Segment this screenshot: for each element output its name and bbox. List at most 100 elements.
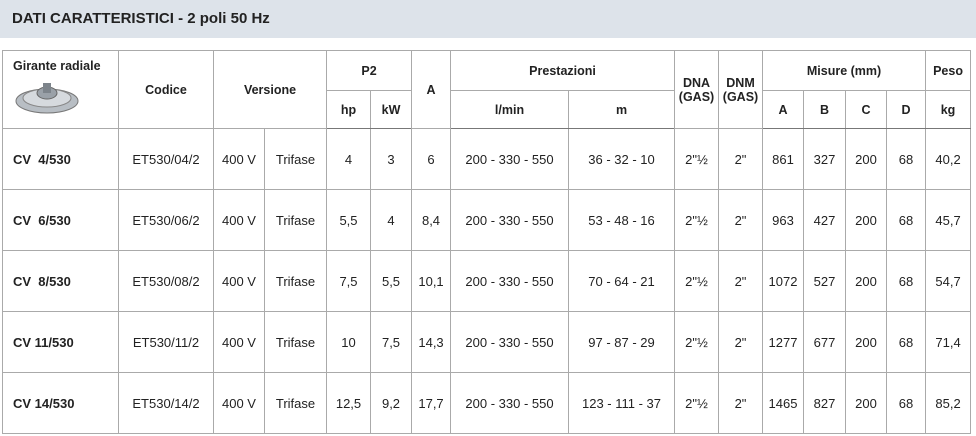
header-cell: DNM (GAS) [718,50,764,129]
cell: 2" [718,311,764,373]
cell: 10,1 [411,250,452,312]
cell: 200 [845,128,888,190]
header-cell: A [762,90,805,129]
cell: 1072 [762,250,805,312]
cell: 6 [411,128,452,190]
cell: 8,4 [411,189,452,251]
cell: Trifase [264,250,327,312]
cell: Trifase [264,372,327,434]
cell: 7,5 [369,311,413,373]
data-row: CV 8/530 ET530/08/2 400 V Trifase 7,5 5,5 10,1… [2,250,972,312]
header-row: Girante radiale Codice Versione P2 A Prestazi… [2,50,972,129]
cell: 71,4 [925,311,972,373]
cell: 200 - 330 - 550 [450,128,570,190]
cell: ET530/06/2 [118,189,214,251]
cell: 400 V [213,189,265,251]
data-row: CV 6/530 ET530/06/2 400 V Trifase 5,5 4 8,4 200… [2,189,972,251]
header-cell: kW [369,90,413,129]
cell: CV 8/530 [2,250,119,312]
cell: 40,2 [925,128,972,190]
cell: Trifase [264,311,327,373]
data-row: CV 14/530 ET530/14/2 400 V Trifase 12,5 9,2 17… [2,372,972,434]
cell: 68 [886,250,927,312]
cell: 200 [845,250,888,312]
cell: 10 [326,311,371,373]
cell: 12,5 [326,372,371,434]
header-cell: A [411,50,452,129]
cell: 963 [762,189,805,251]
header-cell: Girante radiale [2,50,119,129]
cell: 400 V [213,128,265,190]
cell: 861 [762,128,805,190]
cell: 17,7 [411,372,452,434]
cell: 200 - 330 - 550 [450,311,570,373]
header-cell: hp [326,90,371,129]
cell: 2"½ [674,128,720,190]
header-cell: m [568,90,676,129]
cell: 327 [803,128,847,190]
cell: 2"½ [674,250,720,312]
cell: 827 [803,372,847,434]
cell: 5,5 [369,250,413,312]
cell: Trifase [264,189,327,251]
cell: 2" [718,250,764,312]
cell: 400 V [213,311,265,373]
header-cell: C [845,90,888,129]
cell: Trifase [264,128,327,190]
cell: 2"½ [674,372,720,434]
cell: 4 [326,128,371,190]
cell: 54,7 [925,250,972,312]
cell: 36 - 32 - 10 [568,128,676,190]
impeller-icon [15,83,79,114]
cell: 4 [369,189,413,251]
cell: 5,5 [326,189,371,251]
header-cell: kg [925,90,972,129]
title-bar: DATI CARATTERISTICI - 2 poli 50 Hz [0,0,976,38]
header-cell: Misure (mm) [762,50,927,91]
cell: 68 [886,189,927,251]
cell: 2" [718,128,764,190]
header-cell: B [803,90,847,129]
cell: 45,7 [925,189,972,251]
header-cell: P2 [325,50,413,91]
header-cell: Versione [213,50,327,129]
data-row: CV 4/530 ET530/04/2 400 V Trifase 4 3 6 200 - 3… [2,128,972,190]
cell: 85,2 [925,372,972,434]
cell: ET530/14/2 [118,372,214,434]
cell: 2" [718,372,764,434]
cell: CV 14/530 [2,372,119,434]
title: DATI CARATTERISTICI - 2 poli 50 Hz [12,10,270,27]
header-cell: DNA (GAS) [674,50,720,129]
data-row: CV 11/530 ET530/11/2 400 V Trifase 10 7,5 14,3… [2,311,972,373]
cell: 7,5 [326,250,371,312]
spec-table: Girante radiale Codice Versione P2 A Prestazi… [2,50,972,434]
cell: 68 [886,372,927,434]
cell: 200 - 330 - 550 [450,189,570,251]
cell: CV 6/530 [2,189,119,251]
cell: 200 - 330 - 550 [450,250,570,312]
cell: CV 4/530 [2,128,119,190]
header-cell: l/min [450,90,570,129]
cell: 1277 [762,311,805,373]
cell: 9,2 [369,372,413,434]
cell: 2"½ [674,189,720,251]
cell: 3 [369,128,413,190]
cell: 97 - 87 - 29 [568,311,676,373]
cell: 123 - 111 - 37 [568,372,676,434]
cell: 427 [803,189,847,251]
cell: 400 V [213,372,265,434]
cell: 677 [803,311,847,373]
header-cell: D [886,90,927,129]
header-cell: Prestazioni [450,50,676,91]
header-cell: Codice [118,50,214,129]
cell: 200 - 330 - 550 [450,372,570,434]
cell: 200 [845,311,888,373]
cell: ET530/08/2 [118,250,214,312]
cell: 68 [886,311,927,373]
cell: 400 V [213,250,265,312]
cell: 527 [803,250,847,312]
cell: 200 [845,189,888,251]
cell: ET530/04/2 [118,128,214,190]
